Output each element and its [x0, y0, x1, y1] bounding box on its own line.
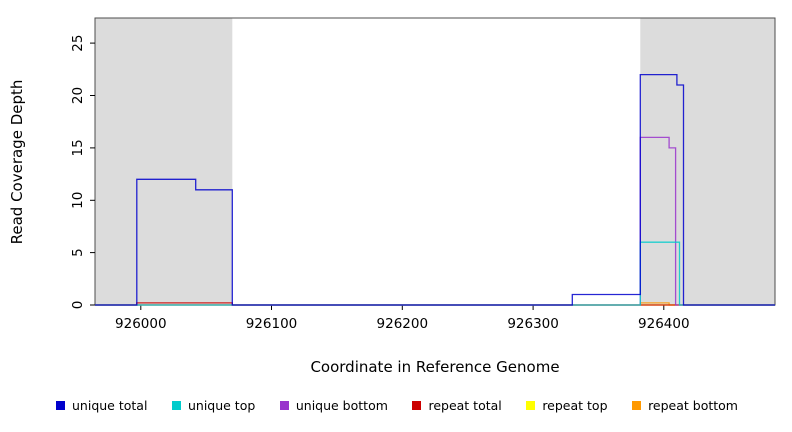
- svg-text:5: 5: [70, 248, 86, 257]
- legend-label: unique total: [72, 397, 148, 413]
- y-axis-label: Read Coverage Depth: [8, 80, 26, 245]
- legend-swatch: [526, 400, 536, 410]
- svg-text:926400: 926400: [638, 316, 690, 332]
- legend-item: repeat total: [412, 397, 502, 413]
- svg-text:926100: 926100: [246, 316, 298, 332]
- legend: unique total unique top unique bottom re…: [0, 386, 792, 432]
- legend-item: unique total: [56, 398, 147, 413]
- legend-item: unique bottom: [279, 397, 388, 413]
- svg-text:0: 0: [70, 301, 86, 310]
- svg-text:926000: 926000: [115, 316, 167, 332]
- chart-layers: 926000 926100 926200 926300 926400 0 5 10 15 20 25: [70, 17, 776, 332]
- chart-svg: 926000 926100 926200 926300 926400 0 5 10 15 20 25…: [8, 17, 776, 376]
- legend-swatch: [632, 400, 642, 410]
- legend-label: unique top: [187, 397, 256, 413]
- legend-swatch: [171, 400, 181, 410]
- svg-text:926300: 926300: [507, 316, 559, 332]
- legend-label: repeat top: [542, 397, 608, 413]
- legend-swatch: [279, 400, 289, 410]
- legend-label: unique bottom: [295, 397, 388, 413]
- svg-text:20: 20: [70, 87, 86, 104]
- legend-item: unique top: [171, 397, 256, 413]
- svg-text:25: 25: [70, 35, 86, 52]
- svg-text:10: 10: [70, 192, 86, 209]
- svg-text:15: 15: [70, 139, 86, 156]
- legend-swatch: [412, 400, 422, 410]
- legend-item: repeat top: [526, 397, 608, 413]
- svg-text:926200: 926200: [377, 316, 429, 332]
- legend-swatch: [56, 400, 65, 410]
- legend-label: repeat total: [428, 397, 502, 413]
- legend-label: repeat bottom: [648, 397, 738, 413]
- legend-item: repeat bottom: [632, 398, 738, 413]
- x-axis-label: Coordinate in Reference Genome: [310, 358, 559, 376]
